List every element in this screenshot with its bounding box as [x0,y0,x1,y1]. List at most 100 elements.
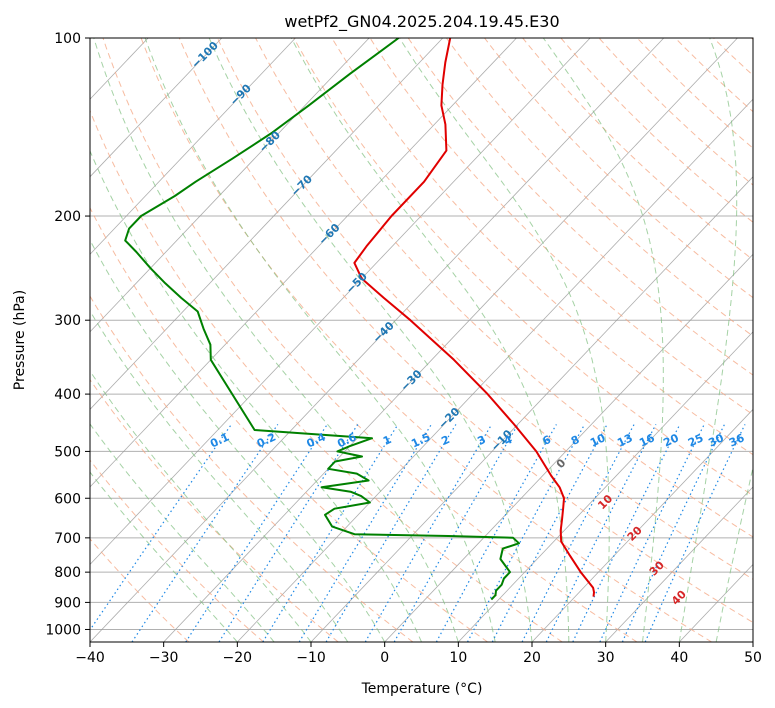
moist-adiabat-line [290,38,570,642]
series-lines [124,38,595,601]
dry-adiabat-line [90,109,563,642]
dry-adiabat-line [102,38,638,642]
dry-adiabat-line [560,38,753,223]
moist-adiabat-line [90,423,275,642]
y-tick-label: 200 [54,209,81,225]
mixing-ratio-line [435,424,557,642]
y-axis-label: Pressure (hPa) [12,290,28,390]
dry-adiabat-line [90,378,339,642]
x-tick-label: 30 [597,650,615,666]
mixing-ratio-line [393,424,519,642]
mixing-ratio-line [364,424,493,642]
mixing-ratio-label: 6 [541,433,554,448]
dry-adiabat-line [484,38,753,299]
mixing-ratio-line [218,424,359,642]
mixing-ratio-label: 25 [686,431,705,449]
dewpoint-profile-line [124,38,520,601]
moist-adiabat-line [678,38,738,642]
isotherm-line [237,98,753,642]
dry-adiabat-line [445,38,753,337]
moist-adiabat-line [715,465,753,642]
isotherm-line [531,408,753,642]
x-tick-label: 10 [449,650,467,666]
x-tick-label: −20 [223,650,253,666]
x-tick-label: 50 [744,650,762,666]
isotherm-line [384,253,753,642]
moist-adiabat-line [90,310,349,642]
dry-adiabat-line [178,38,753,624]
mixing-ratio-line [466,424,586,642]
isotherm-line [752,641,753,642]
x-tick-label: −10 [296,650,326,666]
isotherm-line [458,331,753,642]
isotherm-line [90,38,296,255]
y-tick-label: 900 [54,595,81,611]
dry-adiabat-line [293,38,753,497]
x-tick-label: 0 [380,650,389,666]
moist-adiabat-label: 0 [554,456,569,471]
x-tick-label: −30 [149,650,179,666]
mixing-ratio-label: 16 [637,431,657,449]
mixing-ratio-line [491,424,608,642]
isotherm-line [605,486,753,642]
chart-title: wetPf2_GN04.2025.204.19.45.E30 [284,12,559,32]
y-tick-label: 1000 [45,622,81,638]
mixing-ratio-line [298,424,432,642]
y-tick-label: 300 [54,313,81,329]
dry-adiabat-line [255,38,753,538]
isotherm-line [163,38,738,642]
mixing-ratio-label: 10 [588,431,608,449]
dry-adiabat-line [369,38,753,416]
mixing-ratio-label: 13 [615,431,634,449]
isotherm-line [90,38,444,410]
moist-adiabat-line [398,38,610,642]
mixing-ratio-label: 0.6 [335,430,358,450]
isotherm-line [0,38,1,642]
mixing-ratio-line [90,424,232,631]
mixing-ratio-line [521,424,635,642]
moist-adiabat-line [208,38,533,642]
x-tick-label: 20 [523,650,541,666]
moist-adiabat-line [542,38,664,642]
moist-adiabat-line [90,149,422,642]
mixing-ratio-label: 2 [439,433,451,448]
mixing-ratio-line [262,424,399,642]
moist-adiabat-line [93,38,459,642]
moist-adiabat-label: 40 [669,587,689,607]
mixing-ratio-label: 20 [661,431,681,449]
dry-adiabat-line [522,38,753,261]
temperature-profile-line [353,38,595,597]
x-axis: −40 −30 −20 −10 0 10 20 30 40 50 [75,642,762,666]
mixing-ratio-line [131,424,279,642]
y-tick-label: 600 [54,491,81,507]
dry-adiabat-line [90,459,264,642]
moist-adiabat-label: 30 [647,558,667,578]
isotherm-line [90,38,223,178]
dry-adiabat-line [331,38,753,456]
y-tick-label: 800 [54,565,81,581]
mixing-ratio-line [545,424,657,642]
mixing-ratio-label: 36 [727,431,747,449]
y-tick-label: 700 [54,531,81,547]
dry-adiabat-line [217,38,753,580]
dry-adiabat-line [636,38,753,149]
dry-adiabat-line [713,38,753,77]
isotherm-line [90,38,370,333]
mixing-ratio-label: 30 [706,431,726,449]
isotherm-line [90,38,591,566]
mixing-ratio-label: 3 [475,433,487,448]
moist-adiabat-line [90,370,312,642]
background-lines [0,38,753,642]
plot-frame [89,37,754,643]
mixing-ratio-label: 0.1 [208,430,231,450]
dry-adiabat-line [598,38,753,186]
moist-adiabat-line [90,239,386,642]
y-tick-label: 100 [54,31,81,47]
moist-adiabat-line [90,471,238,642]
y-tick-label: 400 [54,387,81,403]
dry-adiabat-line [90,538,190,642]
y-axis: 100 200 300 400 500 600 700 800 900 1000 [45,31,90,638]
y-tick-label: 500 [54,444,81,460]
mixing-ratio-line [325,424,457,642]
